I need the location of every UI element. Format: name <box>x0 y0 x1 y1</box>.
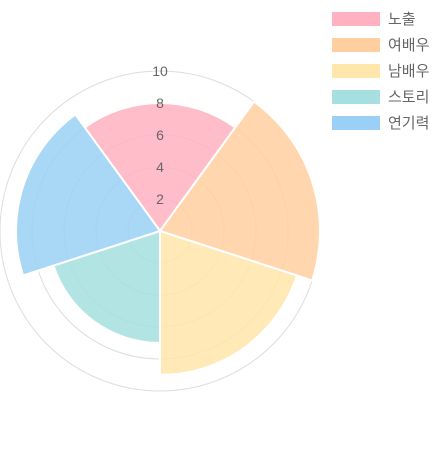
tick-label-10: 10 <box>152 63 168 79</box>
legend-label: 스토리 <box>388 89 430 106</box>
tick-label-8: 8 <box>156 95 164 111</box>
legend-item-5[interactable]: 연기력 <box>332 112 429 133</box>
slice-4[interactable] <box>52 229 161 345</box>
legend-item-1[interactable]: 노출 <box>332 8 429 29</box>
slice-2[interactable] <box>158 100 321 282</box>
tick-label-4: 4 <box>156 159 164 175</box>
tick-label-6: 6 <box>156 127 164 143</box>
legend-label: 연기력 <box>388 115 430 132</box>
slice-3[interactable] <box>159 229 299 377</box>
slice-5[interactable] <box>15 113 162 277</box>
legend-item-2[interactable]: 여배우 <box>332 34 429 55</box>
legend-swatch <box>332 37 380 52</box>
slice-1[interactable] <box>83 102 237 233</box>
legend-swatch <box>332 63 380 78</box>
radial-ticks: 2 4 6 8 10 <box>152 63 168 207</box>
legend-swatch <box>332 89 380 104</box>
tick-label-2: 2 <box>156 191 164 207</box>
legend-label: 여배우 <box>388 37 430 54</box>
legend-item-4[interactable]: 스토리 <box>332 86 429 107</box>
slices <box>15 100 321 377</box>
legend-label: 노출 <box>388 11 416 28</box>
legend-swatch <box>332 11 380 26</box>
legend-label: 남배우 <box>388 63 430 80</box>
legend-swatch <box>332 115 380 130</box>
legend-item-3[interactable]: 남배우 <box>332 60 429 81</box>
